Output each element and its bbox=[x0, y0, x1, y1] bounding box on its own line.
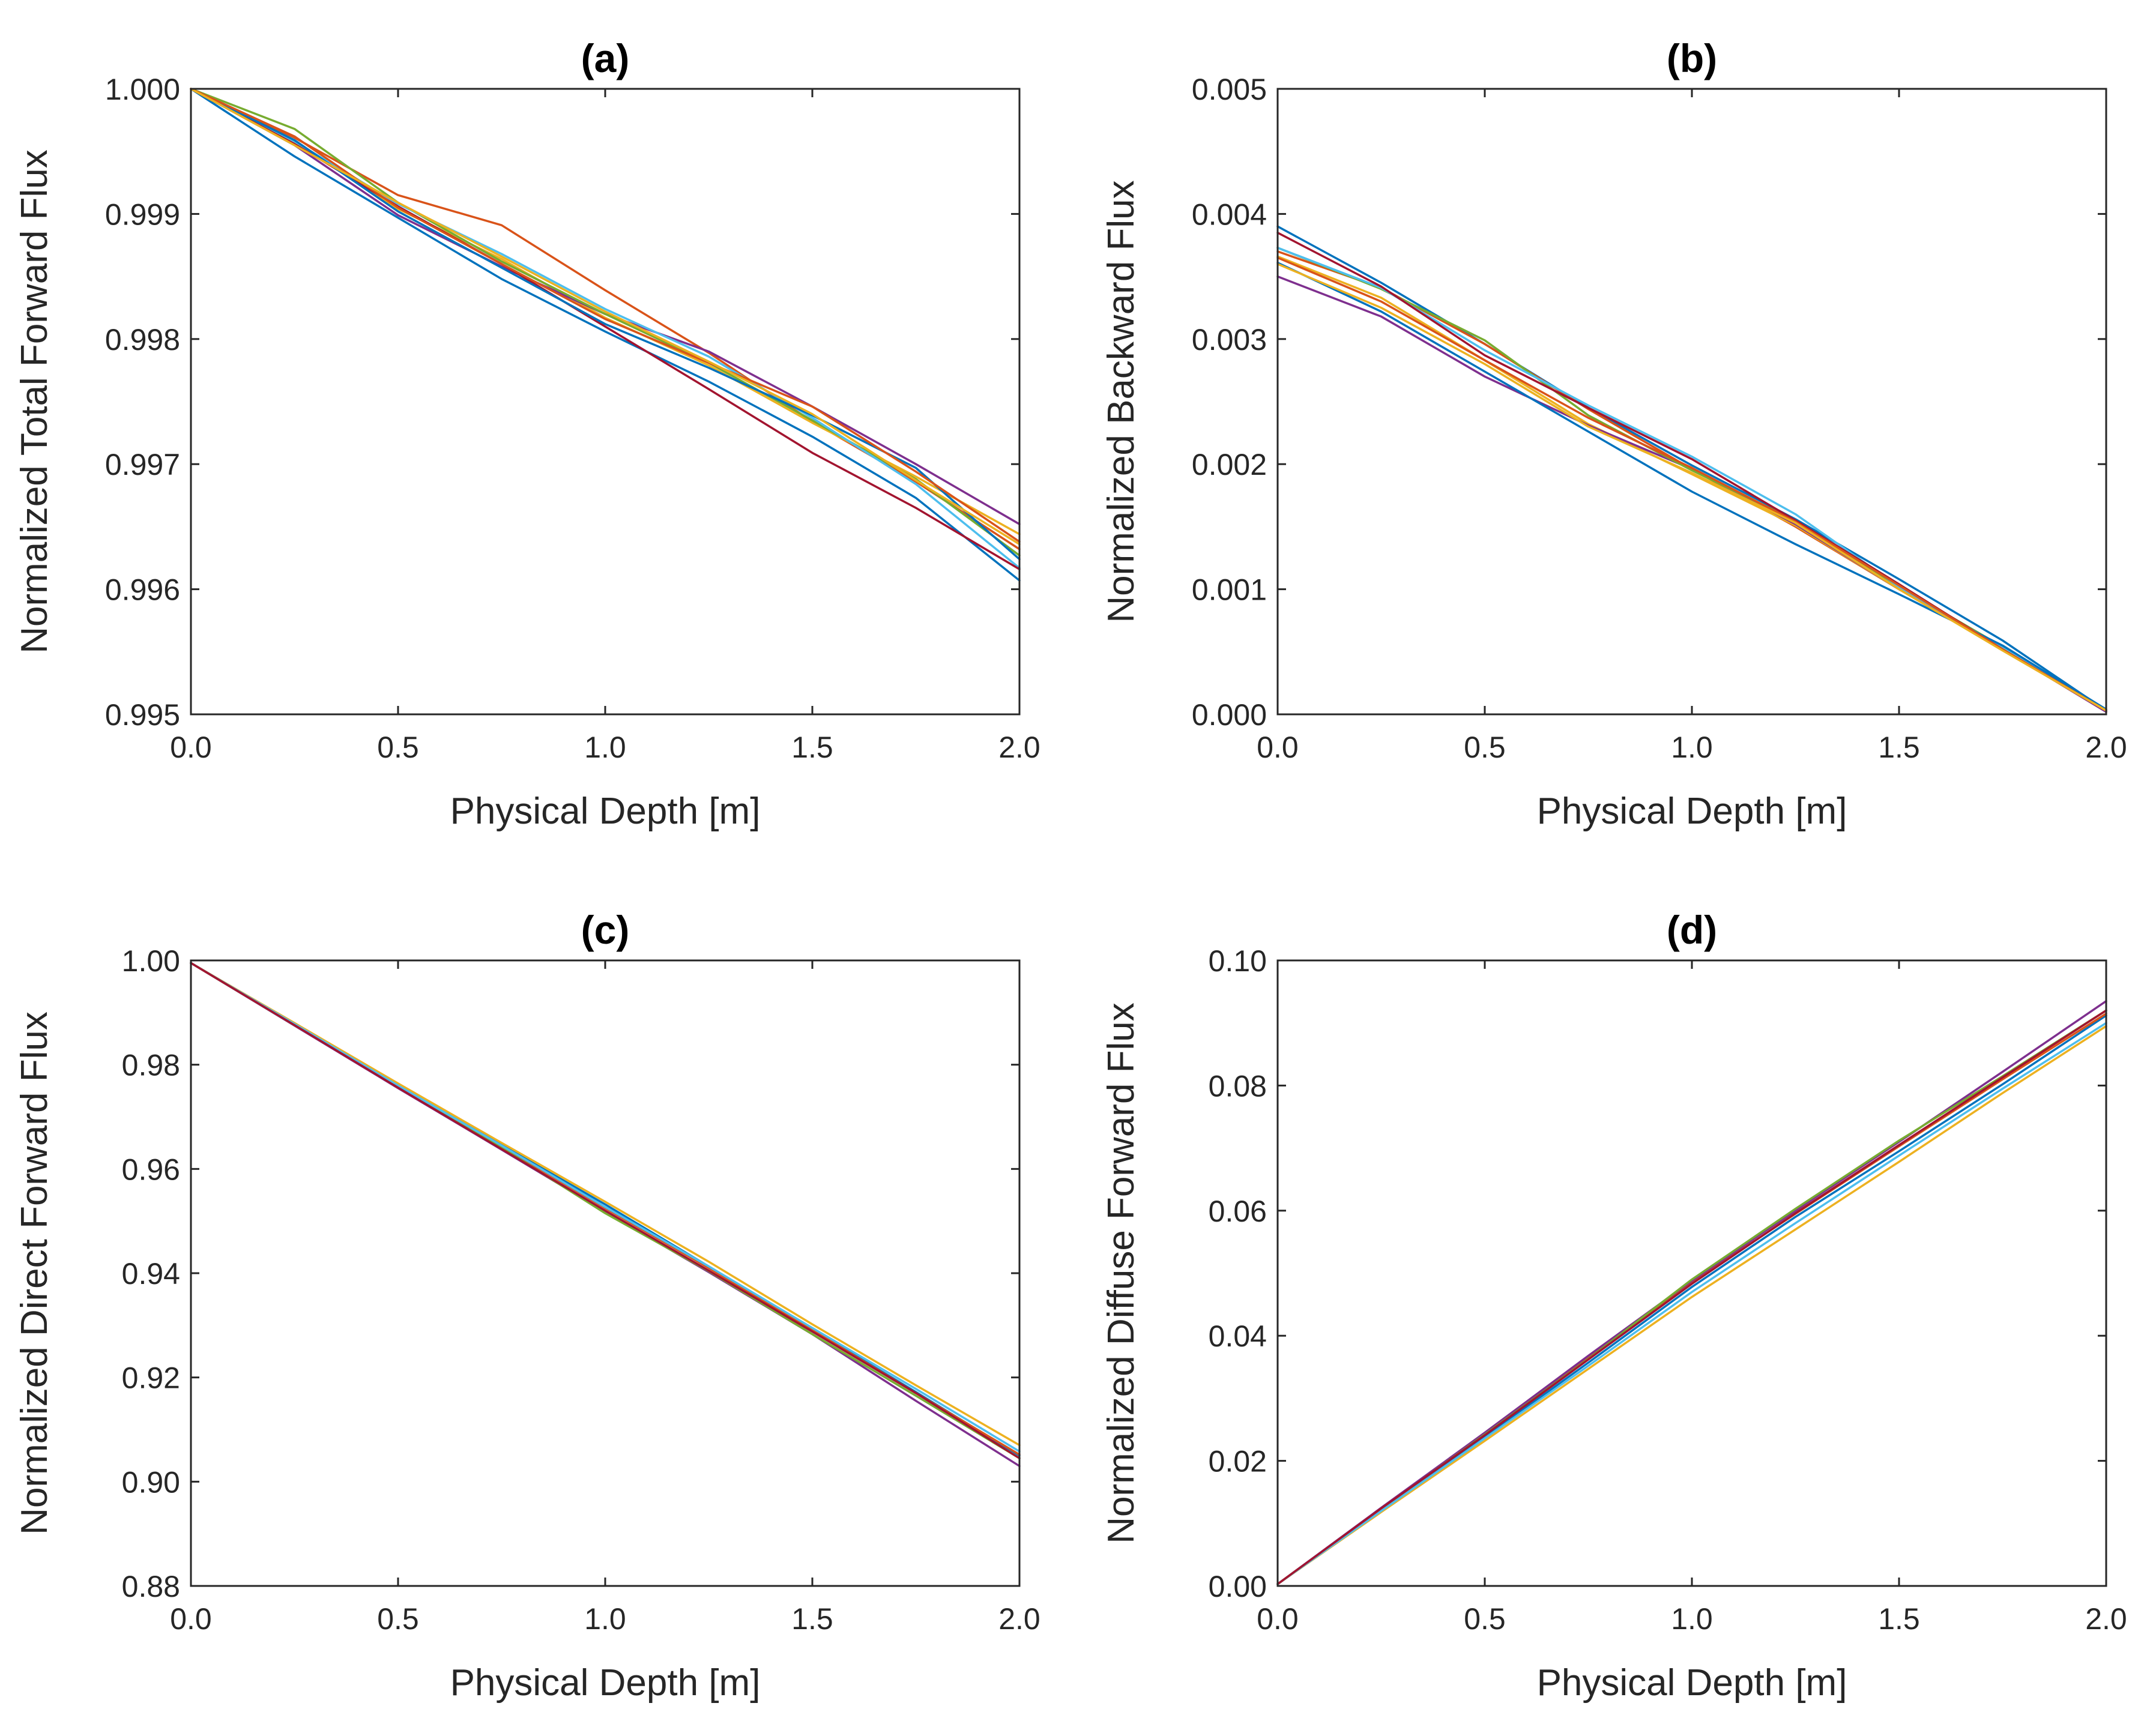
x-tick-label: 1.5 bbox=[1878, 731, 1920, 764]
series-line-2 bbox=[1276, 250, 2107, 713]
panel-c: 0.0 0.5 1.0 1.5 2.0 0.88 0.90 0.92 0.94 0.96 0.98 1… bbox=[14, 908, 1040, 1704]
y-tick-label: 0.996 bbox=[105, 573, 180, 607]
x-tick-label: 0.0 bbox=[170, 731, 212, 764]
y-tick-label: 0.90 bbox=[122, 1465, 180, 1499]
y-tick-label: 0.00 bbox=[1209, 1570, 1267, 1603]
plot-frame bbox=[190, 959, 1021, 1587]
series-group bbox=[190, 88, 1021, 582]
panel-title: (b) bbox=[1667, 36, 1717, 80]
y-axis-label: Normalized Direct Forward Flux bbox=[14, 1011, 55, 1535]
y-tick-label: 0.003 bbox=[1192, 323, 1267, 357]
series-line-3 bbox=[1276, 1025, 2107, 1585]
x-tick-label: 0.5 bbox=[377, 731, 419, 764]
y-tick-label: 1.000 bbox=[105, 73, 180, 106]
y-tick-label: 0.96 bbox=[122, 1153, 180, 1186]
x-tick-label: 1.0 bbox=[584, 1602, 626, 1636]
series-line-7 bbox=[190, 88, 1021, 571]
y-tick-label: 0.92 bbox=[122, 1361, 180, 1395]
x-tick-label: 2.0 bbox=[2085, 731, 2127, 764]
series-group bbox=[1276, 999, 2107, 1585]
series-group bbox=[1276, 225, 2107, 713]
x-axis-label: Physical Depth [m] bbox=[1537, 791, 1847, 832]
y-tick-label: 0.88 bbox=[122, 1570, 180, 1603]
y-tick-label: 0.02 bbox=[1209, 1445, 1267, 1478]
x-tick-label: 1.0 bbox=[1671, 1602, 1713, 1636]
series-line-3 bbox=[190, 962, 1021, 1447]
y-tick-label: 0.98 bbox=[122, 1049, 180, 1082]
plot-frame bbox=[1276, 88, 2107, 716]
x-tick-label: 2.0 bbox=[998, 1602, 1040, 1636]
x-axis-label: Physical Depth [m] bbox=[1537, 1662, 1847, 1704]
series-line-9 bbox=[190, 88, 1021, 543]
series-line-6 bbox=[1276, 246, 2107, 712]
y-tick-label: 0.004 bbox=[1192, 197, 1267, 231]
x-tick-label: 0.0 bbox=[1257, 1602, 1299, 1636]
panel-title: (d) bbox=[1667, 908, 1717, 952]
series-line-10 bbox=[1276, 263, 2107, 712]
y-tick-label: 0.10 bbox=[1209, 944, 1267, 978]
x-tick-label: 0.5 bbox=[1464, 1602, 1506, 1636]
panel-d: 0.0 0.5 1.0 1.5 2.0 0.00 0.02 0.04 0.06 0.08 0.10 (… bbox=[1101, 908, 2127, 1704]
y-tick-label: 0.998 bbox=[105, 323, 180, 357]
x-tick-label: 0.0 bbox=[170, 1602, 212, 1636]
y-tick-label: 0.04 bbox=[1209, 1319, 1267, 1353]
series-line-6 bbox=[190, 88, 1021, 569]
panel-a: 0.0 0.5 1.0 1.5 2.0 0.995 0.996 0.997 0.998 0.999… bbox=[14, 36, 1040, 832]
y-tick-label: 0.999 bbox=[105, 197, 180, 231]
series-line-5 bbox=[1276, 246, 2107, 712]
series-line-1 bbox=[190, 88, 1021, 582]
series-line-6 bbox=[190, 962, 1021, 1453]
y-tick-label: 0.995 bbox=[105, 698, 180, 732]
series-line-9 bbox=[1276, 256, 2107, 712]
plot-frame bbox=[190, 88, 1021, 716]
x-axis-label: Physical Depth [m] bbox=[450, 1662, 761, 1704]
x-tick-label: 2.0 bbox=[998, 731, 1040, 764]
panel-b: 0.0 0.5 1.0 1.5 2.0 0.000 0.001 0.002 0.003 0.004… bbox=[1101, 36, 2127, 832]
series-line-7 bbox=[1276, 1009, 2107, 1585]
series-line-7 bbox=[190, 962, 1021, 1460]
series-line-4 bbox=[1276, 275, 2107, 713]
series-group bbox=[190, 962, 1021, 1468]
y-tick-label: 0.08 bbox=[1209, 1069, 1267, 1103]
x-tick-label: 1.5 bbox=[1878, 1602, 1920, 1636]
x-tick-label: 0.5 bbox=[377, 1602, 419, 1636]
y-axis-label: Normalized Diffuse Forward Flux bbox=[1101, 1002, 1142, 1544]
y-tick-label: 0.002 bbox=[1192, 448, 1267, 481]
y-tick-label: 0.997 bbox=[105, 448, 180, 481]
series-line-1 bbox=[1276, 225, 2107, 712]
x-tick-label: 1.5 bbox=[791, 731, 833, 764]
x-tick-label: 0.0 bbox=[1257, 731, 1299, 764]
y-tick-label: 0.06 bbox=[1209, 1195, 1267, 1228]
y-tick-label: 0.000 bbox=[1192, 698, 1267, 732]
panel-title: (c) bbox=[581, 908, 630, 952]
series-line-6 bbox=[1276, 1022, 2107, 1585]
x-tick-label: 2.0 bbox=[2085, 1602, 2127, 1636]
x-tick-label: 1.0 bbox=[584, 731, 626, 764]
x-tick-label: 1.5 bbox=[791, 1602, 833, 1636]
series-line-10 bbox=[190, 88, 1021, 546]
y-tick-label: 0.005 bbox=[1192, 73, 1267, 106]
y-tick-label: 0.94 bbox=[122, 1257, 180, 1291]
series-line-5 bbox=[190, 88, 1021, 557]
x-axis-label: Physical Depth [m] bbox=[450, 791, 761, 832]
y-axis-label: Normalized Total Forward Flux bbox=[14, 149, 55, 654]
x-tick-label: 0.5 bbox=[1464, 731, 1506, 764]
panel-title: (a) bbox=[581, 36, 630, 80]
y-axis-label: Normalized Backward Flux bbox=[1101, 180, 1142, 622]
y-tick-label: 1.00 bbox=[122, 944, 180, 978]
y-tick-label: 0.001 bbox=[1192, 573, 1267, 607]
x-tick-label: 1.0 bbox=[1671, 731, 1713, 764]
